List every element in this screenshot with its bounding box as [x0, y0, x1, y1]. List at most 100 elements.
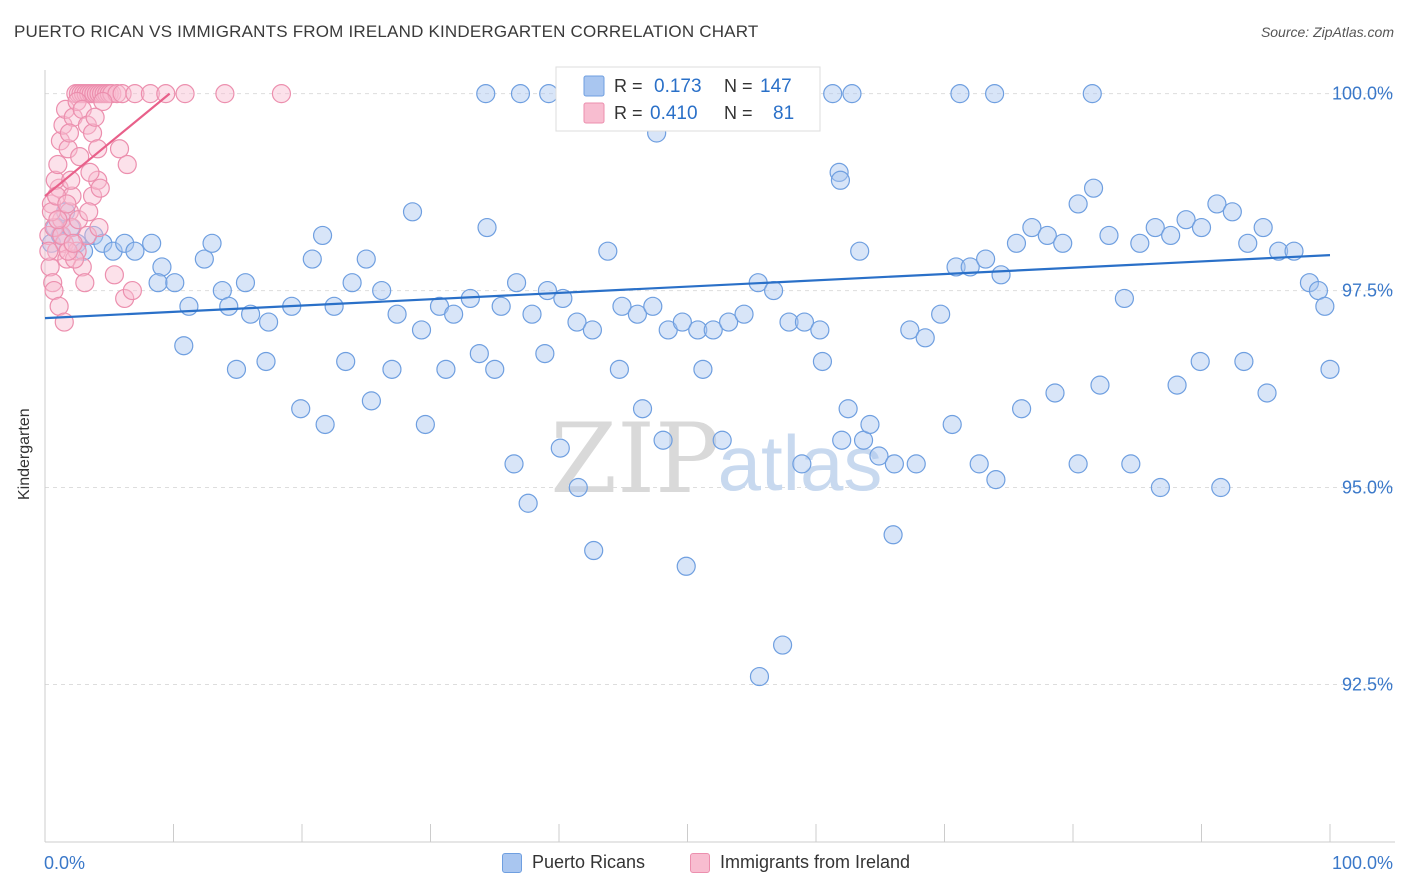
point-puerto-ricans-129 — [986, 470, 1006, 490]
point-puerto-ricans-134 — [1121, 454, 1141, 474]
point-puerto-ricans-73 — [1022, 217, 1042, 238]
point-puerto-ricans-150 — [1082, 84, 1102, 104]
point-puerto-ricans-20 — [219, 296, 239, 316]
point-ireland-73 — [140, 84, 160, 104]
point-puerto-ricans-97 — [256, 351, 276, 372]
point-puerto-ricans-125 — [883, 525, 903, 545]
point-ireland-46 — [72, 257, 92, 277]
point-puerto-ricans-115 — [653, 430, 673, 450]
legend-item-puerto-ricans[interactable]: Puerto Ricans — [502, 852, 645, 873]
point-ireland-69 — [39, 241, 59, 261]
point-puerto-ricans-15 — [165, 273, 185, 293]
point-puerto-ricans-80 — [1130, 233, 1150, 253]
source-label: Source: ZipAtlas.com — [1260, 24, 1394, 40]
point-puerto-ricans-38 — [491, 296, 511, 316]
point-puerto-ricans-58 — [794, 312, 815, 332]
point-ireland-80 — [63, 233, 83, 253]
point-puerto-ricans-57 — [779, 312, 799, 332]
point-ireland-16 — [55, 99, 76, 119]
point-puerto-ricans-72 — [1006, 233, 1027, 253]
point-puerto-ricans-52 — [703, 320, 723, 340]
point-puerto-ricans-30 — [372, 280, 392, 301]
point-puerto-ricans-99 — [315, 414, 335, 435]
point-ireland-66 — [68, 210, 89, 230]
point-puerto-ricans-100 — [336, 351, 356, 372]
point-puerto-ricans-95 — [174, 336, 194, 356]
point-ireland-58 — [109, 139, 130, 159]
point-ireland-79 — [85, 107, 105, 127]
point-puerto-ricans-93 — [1315, 296, 1335, 316]
point-puerto-ricans-39 — [506, 273, 527, 293]
point-puerto-ricans-51 — [688, 320, 708, 340]
point-puerto-ricans-27 — [324, 296, 344, 316]
point-puerto-ricans-122 — [812, 351, 833, 372]
point-ireland-13 — [48, 154, 68, 175]
point-puerto-ricans-140 — [1257, 383, 1277, 403]
stats-swatch-blue — [583, 75, 605, 97]
series-immigrants-from-ireland — [39, 84, 292, 332]
legend-item-immigrants-from-ireland[interactable]: Immigrants from Ireland — [690, 852, 910, 873]
point-puerto-ricans-108 — [518, 493, 538, 513]
point-puerto-ricans-71 — [991, 265, 1011, 285]
point-ireland-64 — [48, 210, 68, 230]
watermark-zip: ZIP — [550, 403, 719, 515]
point-puerto-ricans-56 — [763, 280, 784, 301]
point-puerto-ricans-35 — [444, 304, 464, 324]
point-puerto-ricans-153 — [850, 241, 870, 261]
point-puerto-ricans-121 — [792, 454, 812, 474]
point-puerto-ricans-138 — [1211, 477, 1231, 498]
point-puerto-ricans-16 — [179, 296, 199, 316]
point-puerto-ricans-41 — [537, 280, 558, 301]
point-puerto-ricans-98 — [291, 399, 311, 419]
point-puerto-ricans-149 — [985, 84, 1005, 104]
point-ireland-43 — [57, 194, 77, 214]
point-ireland-17 — [58, 139, 78, 159]
point-ireland-18 — [61, 170, 81, 190]
point-puerto-ricans-82 — [1161, 225, 1181, 246]
point-puerto-ricans-25 — [302, 249, 322, 269]
y-tick-label-0: 100.0% — [1332, 84, 1393, 104]
point-puerto-ricans-152 — [830, 170, 851, 190]
point-puerto-ricans-14 — [148, 273, 168, 293]
point-puerto-ricans-12 — [142, 233, 162, 253]
point-ireland-76 — [215, 84, 235, 104]
point-ireland-49 — [88, 170, 108, 190]
trend-lines — [44, 92, 1331, 320]
trend-line-ireland — [44, 92, 171, 197]
point-puerto-ricans-70 — [976, 249, 996, 269]
point-puerto-ricans-114 — [632, 399, 653, 419]
point-puerto-ricans-123 — [832, 430, 852, 450]
point-puerto-ricans-96 — [226, 359, 247, 379]
point-puerto-ricans-142 — [510, 84, 531, 104]
point-ireland-15 — [53, 115, 73, 135]
point-puerto-ricans-79 — [1114, 288, 1135, 309]
point-ireland-78 — [93, 91, 113, 112]
point-ireland-56 — [115, 288, 135, 309]
point-puerto-ricans-133 — [1090, 375, 1110, 395]
point-puerto-ricans-132 — [1068, 454, 1088, 474]
point-puerto-ricans-46 — [612, 296, 632, 316]
point-puerto-ricans-106 — [485, 359, 505, 379]
point-puerto-ricans-61 — [838, 399, 858, 419]
point-puerto-ricans-101 — [361, 391, 381, 411]
point-puerto-ricans-11 — [125, 241, 145, 261]
point-puerto-ricans-13 — [152, 257, 172, 277]
point-puerto-ricans-23 — [258, 312, 279, 332]
point-puerto-ricans-53 — [719, 312, 739, 332]
point-puerto-ricans-66 — [915, 328, 935, 348]
point-ireland-63 — [59, 123, 80, 143]
tick-labels: 100.0% 97.5% 95.0% 92.5% 0.0% 100.0% — [44, 84, 1393, 873]
point-puerto-ricans-18 — [202, 233, 222, 253]
point-puerto-ricans-81 — [1145, 217, 1165, 238]
x-tick-label-min: 0.0% — [44, 853, 85, 873]
point-ireland-77 — [271, 84, 292, 104]
point-puerto-ricans-10 — [115, 233, 135, 253]
point-puerto-ricans-33 — [411, 320, 432, 340]
point-puerto-ricans-8 — [93, 233, 113, 253]
stats-r-label-blue: R = — [614, 76, 643, 96]
point-ireland-67 — [79, 202, 99, 222]
stats-n-label-pink: N = — [724, 103, 753, 123]
point-puerto-ricans-130 — [1011, 399, 1032, 419]
point-puerto-ricans-87 — [1238, 233, 1258, 253]
